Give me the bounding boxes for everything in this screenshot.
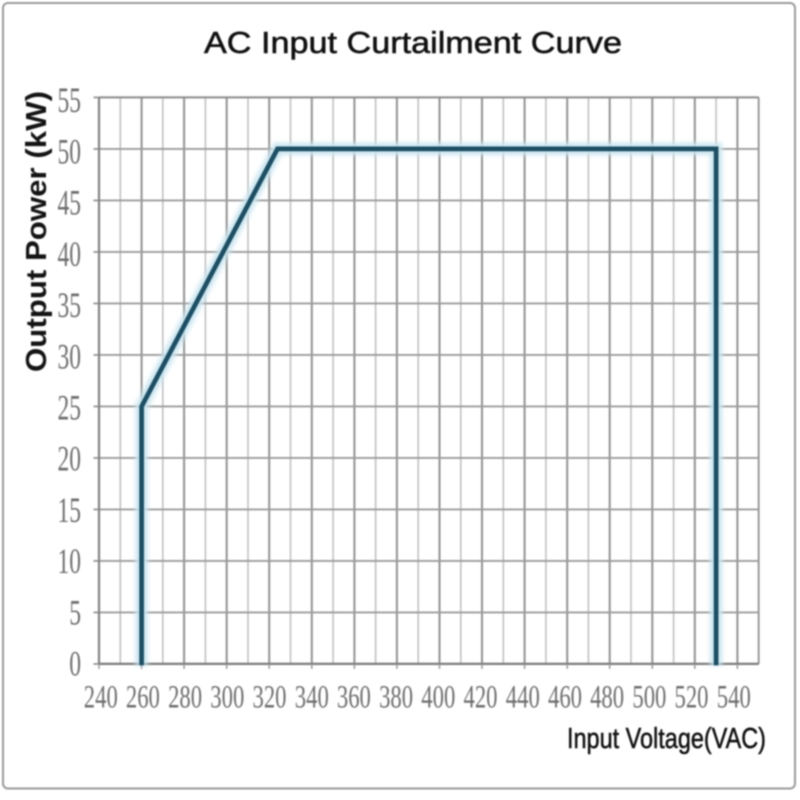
svg-text:440: 440 xyxy=(506,680,540,716)
svg-text:40: 40 xyxy=(58,234,82,274)
svg-text:260: 260 xyxy=(126,680,160,716)
svg-text:10: 10 xyxy=(58,541,82,581)
svg-text:320: 320 xyxy=(253,680,287,716)
svg-text:380: 380 xyxy=(379,680,413,716)
svg-text:45: 45 xyxy=(58,183,82,223)
svg-text:50: 50 xyxy=(58,131,82,171)
svg-text:500: 500 xyxy=(632,680,666,716)
svg-text:400: 400 xyxy=(421,680,455,716)
svg-text:20: 20 xyxy=(58,439,82,479)
svg-text:300: 300 xyxy=(210,680,244,716)
svg-text:25: 25 xyxy=(58,388,82,428)
svg-text:460: 460 xyxy=(548,680,582,716)
svg-text:420: 420 xyxy=(464,680,498,716)
svg-text:240: 240 xyxy=(84,680,118,716)
svg-text:30: 30 xyxy=(58,336,82,376)
svg-text:340: 340 xyxy=(295,680,329,716)
svg-text:0: 0 xyxy=(69,644,81,684)
svg-text:Output Power (kW): Output Power (kW) xyxy=(21,91,53,372)
svg-text:15: 15 xyxy=(58,490,82,530)
svg-text:55: 55 xyxy=(58,80,82,120)
svg-text:Input Voltage(VAC): Input Voltage(VAC) xyxy=(567,723,766,755)
svg-text:280: 280 xyxy=(168,680,202,716)
svg-text:360: 360 xyxy=(337,680,371,716)
svg-text:480: 480 xyxy=(590,680,624,716)
svg-text:AC Input Curtailment Curve: AC Input Curtailment Curve xyxy=(204,26,622,60)
svg-text:35: 35 xyxy=(58,285,82,325)
svg-text:540: 540 xyxy=(717,680,751,716)
svg-text:520: 520 xyxy=(675,680,709,716)
svg-text:5: 5 xyxy=(69,592,81,632)
